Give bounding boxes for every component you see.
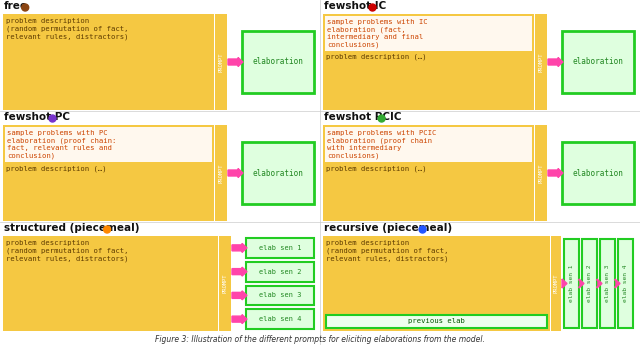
FancyBboxPatch shape (600, 239, 615, 328)
FancyBboxPatch shape (323, 14, 534, 110)
FancyBboxPatch shape (326, 315, 547, 328)
Text: relevant rules, distractors): relevant rules, distractors) (6, 33, 129, 39)
FancyBboxPatch shape (535, 125, 547, 221)
FancyBboxPatch shape (246, 262, 314, 282)
Text: Figure 3: Illustration of the different prompts for eliciting elaborations from : Figure 3: Illustration of the different … (155, 335, 485, 344)
Text: elaboration: elaboration (573, 168, 623, 177)
Text: elaboration: elaboration (253, 168, 303, 177)
Text: elab sen 2: elab sen 2 (259, 269, 301, 275)
FancyArrow shape (232, 291, 247, 300)
Text: problem description (…): problem description (…) (326, 165, 427, 171)
Text: problem description: problem description (6, 240, 89, 246)
FancyArrow shape (615, 279, 620, 288)
Text: conclusions): conclusions) (327, 41, 380, 48)
Text: fact, relevant rules and: fact, relevant rules and (7, 145, 112, 151)
FancyBboxPatch shape (325, 127, 532, 162)
FancyArrow shape (548, 58, 563, 67)
FancyBboxPatch shape (323, 236, 550, 331)
FancyArrow shape (232, 243, 247, 253)
Text: previous elab: previous elab (408, 318, 465, 325)
FancyBboxPatch shape (618, 239, 633, 328)
Text: problem description: problem description (6, 18, 89, 24)
Text: intermediary and final: intermediary and final (327, 34, 423, 40)
Text: elab sen 2: elab sen 2 (587, 265, 592, 302)
Circle shape (419, 226, 426, 233)
Text: fewshot PC: fewshot PC (4, 112, 70, 122)
FancyArrow shape (232, 315, 247, 324)
Circle shape (22, 4, 29, 11)
Text: elaboration (proof chain: elaboration (proof chain (327, 138, 432, 144)
Text: elab sen 3: elab sen 3 (259, 292, 301, 298)
Text: elaboration: elaboration (253, 58, 303, 67)
FancyArrow shape (548, 168, 563, 177)
Text: PROMPT: PROMPT (218, 163, 223, 183)
Circle shape (49, 115, 56, 122)
FancyArrow shape (232, 267, 247, 276)
FancyBboxPatch shape (3, 125, 214, 221)
Text: sample problems with IC: sample problems with IC (327, 19, 428, 25)
Text: elab sen 1: elab sen 1 (569, 265, 574, 302)
Text: free: free (4, 1, 28, 11)
Text: relevant rules, distractors): relevant rules, distractors) (6, 255, 129, 262)
FancyArrow shape (597, 279, 602, 288)
Text: elab sen 4: elab sen 4 (259, 316, 301, 322)
Text: fewshot IC: fewshot IC (324, 1, 387, 11)
FancyBboxPatch shape (5, 127, 212, 162)
Text: elab sen 3: elab sen 3 (605, 265, 610, 302)
FancyBboxPatch shape (551, 236, 561, 331)
FancyArrow shape (579, 279, 584, 288)
FancyBboxPatch shape (242, 142, 314, 204)
Text: elab sen 4: elab sen 4 (623, 265, 628, 302)
FancyBboxPatch shape (219, 236, 231, 331)
Text: (random permutation of fact,: (random permutation of fact, (6, 247, 129, 254)
Text: problem description: problem description (326, 240, 409, 246)
FancyArrow shape (562, 279, 567, 288)
Text: elab sen 1: elab sen 1 (259, 245, 301, 251)
FancyBboxPatch shape (564, 239, 579, 328)
FancyBboxPatch shape (323, 125, 534, 221)
FancyBboxPatch shape (535, 14, 547, 110)
Text: elaboration: elaboration (573, 58, 623, 67)
Text: PROMPT: PROMPT (538, 52, 543, 72)
Circle shape (378, 115, 385, 122)
Text: fewshot PCIC: fewshot PCIC (324, 112, 401, 122)
Text: elaboration (fact,: elaboration (fact, (327, 27, 406, 33)
Text: elaboration (proof chain:: elaboration (proof chain: (7, 138, 116, 144)
Text: (random permutation of fact,: (random permutation of fact, (326, 247, 449, 254)
FancyBboxPatch shape (246, 309, 314, 329)
Circle shape (369, 4, 376, 11)
Text: relevant rules, distractors): relevant rules, distractors) (326, 255, 449, 262)
Text: sample problems with PC: sample problems with PC (7, 130, 108, 136)
Text: problem description (…): problem description (…) (326, 54, 427, 60)
FancyBboxPatch shape (3, 14, 214, 110)
Text: with intermediary: with intermediary (327, 145, 401, 151)
FancyBboxPatch shape (242, 31, 314, 93)
Text: PROMPT: PROMPT (538, 163, 543, 183)
FancyBboxPatch shape (582, 239, 597, 328)
FancyArrow shape (228, 168, 243, 177)
Text: PROMPT: PROMPT (218, 52, 223, 72)
Text: conclusions): conclusions) (327, 152, 380, 159)
Text: sample problems with PCIC: sample problems with PCIC (327, 130, 436, 136)
FancyBboxPatch shape (562, 31, 634, 93)
FancyBboxPatch shape (325, 16, 532, 51)
Text: PROMPT: PROMPT (554, 274, 559, 293)
FancyBboxPatch shape (246, 238, 314, 258)
Text: problem description (…): problem description (…) (6, 165, 107, 171)
FancyBboxPatch shape (246, 286, 314, 305)
Text: conclusion): conclusion) (7, 152, 55, 159)
FancyBboxPatch shape (562, 142, 634, 204)
FancyArrow shape (228, 58, 243, 67)
Circle shape (104, 226, 111, 233)
FancyBboxPatch shape (215, 14, 227, 110)
Text: recursive (piecemeal): recursive (piecemeal) (324, 223, 452, 233)
Text: structured (piecemeal): structured (piecemeal) (4, 223, 140, 233)
Text: (random permutation of fact,: (random permutation of fact, (6, 26, 129, 32)
FancyBboxPatch shape (215, 125, 227, 221)
Text: PROMPT: PROMPT (223, 274, 227, 293)
FancyBboxPatch shape (3, 236, 218, 331)
